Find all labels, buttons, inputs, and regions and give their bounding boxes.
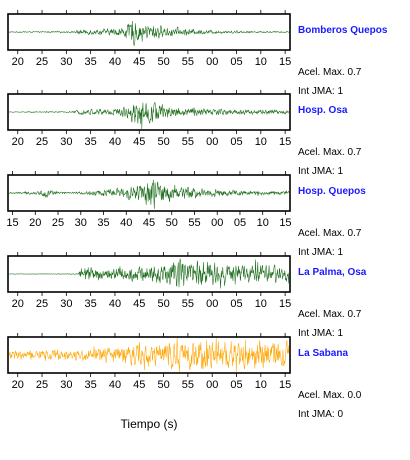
station-name: Bomberos Quepos	[298, 25, 388, 36]
tick-label: 55	[182, 298, 194, 310]
int-jma-value: Int JMA: 1	[298, 247, 343, 258]
tick-label: 45	[143, 217, 155, 229]
tick-label: 30	[60, 56, 72, 68]
station-name: Hosp. Osa	[298, 105, 348, 116]
tick-label: 15	[279, 379, 291, 391]
panel-frame	[7, 13, 291, 51]
acel-max-value: Acel. Max. 0.0	[298, 390, 362, 401]
tick-label: 05	[230, 136, 242, 148]
tick-label: 50	[157, 298, 169, 310]
acel-max-value: Acel. Max. 0.7	[298, 147, 362, 158]
panel-3: 15 20 25 30 35 40 45 50 55 00 05 10 15 Hosp. Quepos Ac…	[6, 171, 366, 258]
panel-frame	[7, 93, 291, 131]
tick-label: 35	[85, 136, 97, 148]
tick-label: 10	[255, 298, 267, 310]
station-name: Hosp. Quepos	[298, 186, 366, 197]
int-jma-value: Int JMA: 1	[298, 86, 343, 97]
panel-frame	[7, 255, 291, 293]
panel-2: 20 25 30 35 40 45 50 55 00 05 10 15 Hosp. Osa Acel. M…	[7, 90, 362, 177]
tick-label: 10	[255, 379, 267, 391]
tick-label: 00	[206, 298, 218, 310]
tick-label: 50	[166, 217, 178, 229]
tick-label: 25	[52, 217, 64, 229]
tick-label: 00	[206, 136, 218, 148]
tick-label: 20	[29, 217, 41, 229]
waveform-trace	[9, 179, 289, 209]
tick-label: 10	[255, 56, 267, 68]
int-jma-value: Int JMA: 1	[298, 166, 343, 177]
station-name: La Sabana	[298, 348, 348, 359]
tick-label: 15	[279, 298, 291, 310]
tick-label: 50	[157, 379, 169, 391]
panel-4: 20 25 30 35 40 45 50 55 00 05 10 15 La Palma, Osa Ace…	[7, 252, 367, 339]
tick-label: 00	[206, 56, 218, 68]
tick-label: 35	[85, 56, 97, 68]
tick-label: 10	[257, 217, 269, 229]
tick-label: 55	[182, 136, 194, 148]
tick-label: 20	[12, 136, 24, 148]
acel-max-value: Acel. Max. 0.7	[298, 67, 362, 78]
tick-label: 20	[12, 56, 24, 68]
tick-label: 20	[12, 379, 24, 391]
tick-label: 05	[234, 217, 246, 229]
x-axis-label: Tiempo (s)	[121, 417, 178, 431]
tick-label: 45	[133, 298, 145, 310]
tick-label: 00	[211, 217, 223, 229]
tick-label: 25	[36, 136, 48, 148]
tick-label: 55	[182, 379, 194, 391]
tick-label: 50	[157, 56, 169, 68]
tick-label: 40	[109, 136, 121, 148]
tick-label: 35	[85, 298, 97, 310]
tick-label: 35	[85, 379, 97, 391]
tick-label: 55	[182, 56, 194, 68]
tick-label: 15	[6, 217, 18, 229]
panel-1: 20 25 30 35 40 45 50 55 00 05 10 15 Bomberos Quepos A…	[7, 10, 388, 97]
tick-label: 25	[36, 379, 48, 391]
tick-label: 40	[109, 379, 121, 391]
tick-label: 25	[36, 298, 48, 310]
tick-label: 40	[109, 298, 121, 310]
tick-label: 10	[255, 136, 267, 148]
waveform-trace	[9, 258, 289, 289]
acel-max-value: Acel. Max. 0.7	[298, 228, 362, 239]
tick-label: 50	[157, 136, 169, 148]
tick-label: 30	[75, 217, 87, 229]
panel-5: 20 25 30 35 40 45 50 55 00 05 10 15 La Sabana Acel. M…	[7, 333, 362, 420]
tick-label: 15	[279, 217, 291, 229]
tick-label: 15	[279, 136, 291, 148]
tick-label: 35	[97, 217, 109, 229]
tick-label: 20	[12, 298, 24, 310]
waveform-trace	[9, 338, 289, 372]
station-name: La Palma, Osa	[298, 267, 367, 278]
panel-frame	[7, 336, 291, 374]
tick-label: 05	[230, 379, 242, 391]
tick-label: 45	[133, 56, 145, 68]
int-jma-value: Int JMA: 1	[298, 328, 343, 339]
tick-label: 30	[60, 136, 72, 148]
tick-label: 15	[279, 56, 291, 68]
tick-label: 45	[133, 379, 145, 391]
int-jma-value: Int JMA: 0	[298, 409, 343, 420]
waveform-trace	[9, 21, 289, 47]
tick-label: 00	[206, 379, 218, 391]
tick-label: 05	[230, 56, 242, 68]
tick-label: 55	[188, 217, 200, 229]
tick-label: 25	[36, 56, 48, 68]
acel-max-value: Acel. Max. 0.7	[298, 309, 362, 320]
waveform-trace	[9, 102, 289, 129]
tick-label: 45	[133, 136, 145, 148]
tick-label: 30	[60, 379, 72, 391]
tick-label: 05	[230, 298, 242, 310]
tick-label: 30	[60, 298, 72, 310]
tick-label: 40	[120, 217, 132, 229]
tick-label: 40	[109, 56, 121, 68]
